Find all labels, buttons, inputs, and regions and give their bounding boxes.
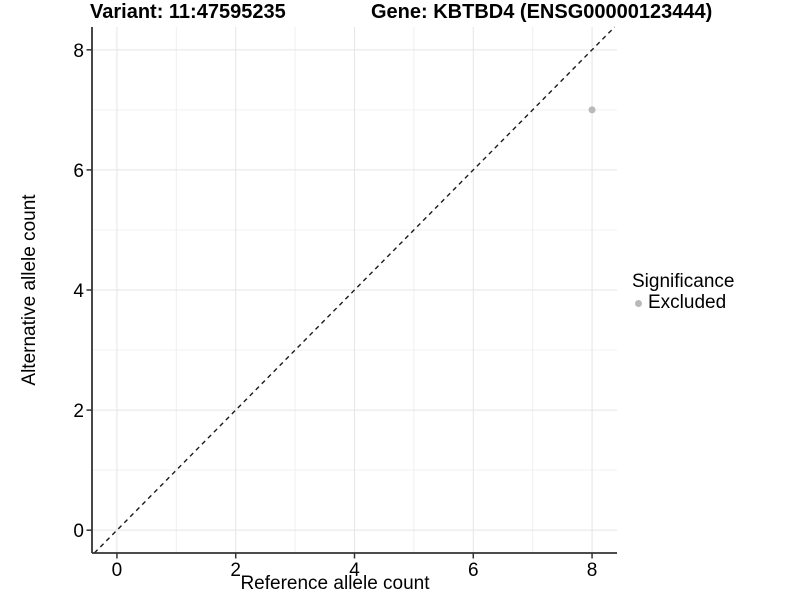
x-tick-label: 4: [349, 560, 360, 581]
y-tick-label: 4: [73, 281, 84, 302]
x-axis-title: Reference allele count: [240, 573, 430, 594]
x-tick-label: 8: [587, 560, 598, 581]
data-point-excluded: [588, 106, 596, 114]
y-tick-label: 2: [73, 401, 84, 422]
x-tick-label: 6: [468, 560, 479, 581]
legend-item-excluded: Excluded: [632, 293, 734, 313]
y-tick-label: 0: [73, 521, 84, 542]
variant-title: Variant: 11:47595235: [90, 1, 286, 23]
y-tick-label: 8: [73, 41, 84, 62]
legend-key-dot-icon: [635, 299, 642, 307]
legend: Significance Excluded: [632, 272, 734, 313]
y-axis-title: Alternative allele count: [19, 194, 40, 386]
x-tick-label: 2: [230, 560, 241, 581]
x-tick-label: 0: [112, 560, 123, 581]
identity-dashed-line: [93, 26, 616, 554]
gene-title: Gene: KBTBD4 (ENSG00000123444): [371, 1, 713, 23]
y-tick-label: 6: [73, 161, 84, 182]
legend-item-label: Excluded: [648, 292, 727, 313]
legend-title: Significance: [632, 271, 735, 292]
